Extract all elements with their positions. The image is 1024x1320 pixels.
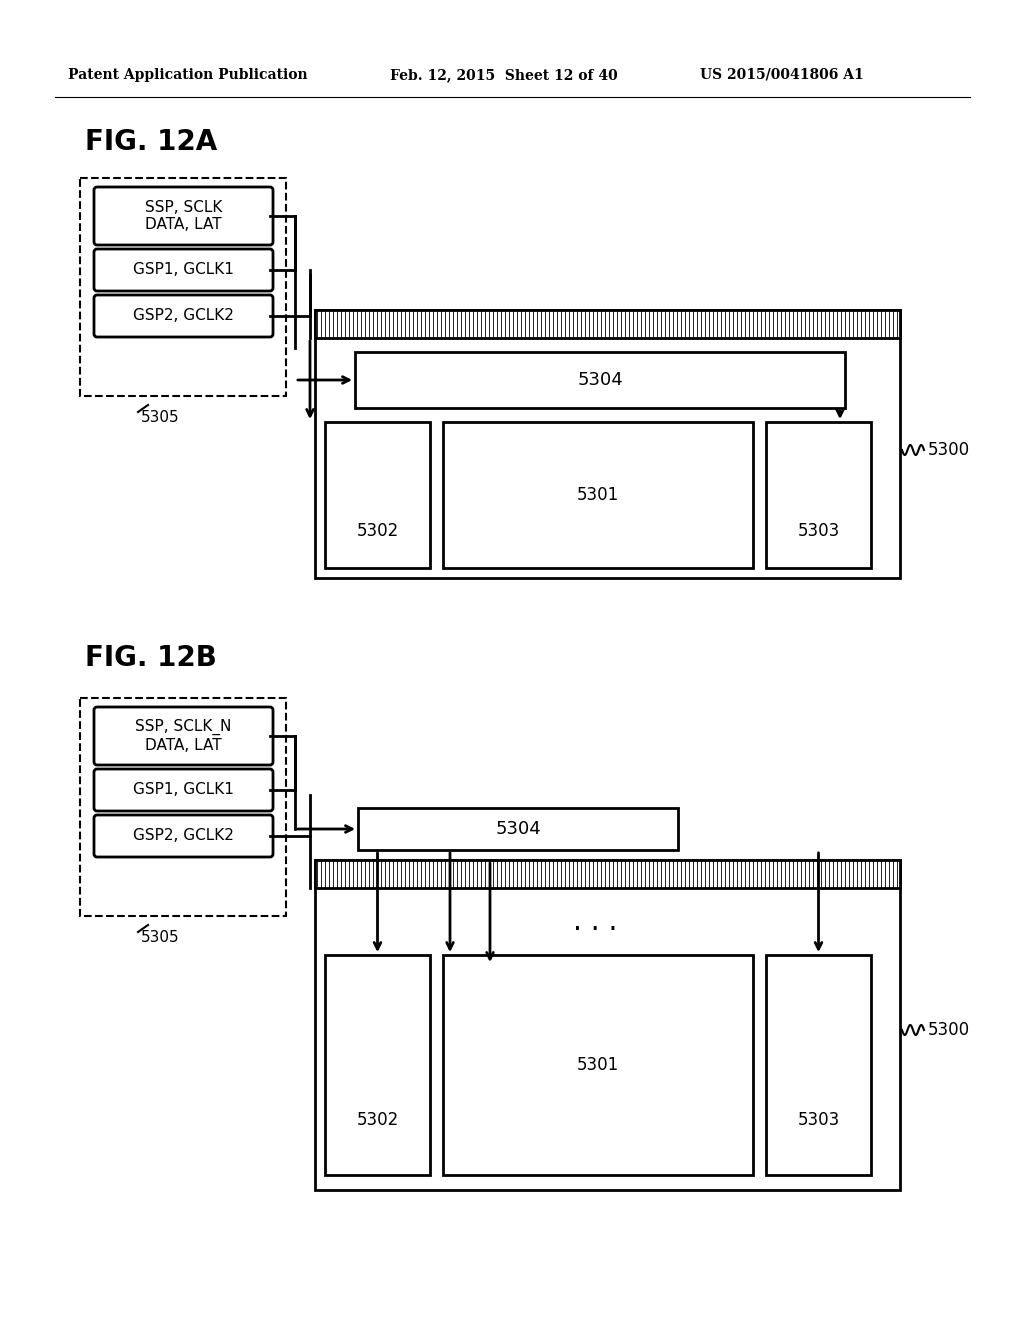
- FancyBboxPatch shape: [94, 187, 273, 246]
- Text: 5300: 5300: [928, 441, 970, 459]
- Text: US 2015/0041806 A1: US 2015/0041806 A1: [700, 69, 864, 82]
- Text: 5303: 5303: [798, 1111, 840, 1129]
- Text: FIG. 12B: FIG. 12B: [85, 644, 217, 672]
- Bar: [355, 352, 845, 408]
- Bar: [315, 861, 900, 1191]
- Text: · · ·: · · ·: [572, 916, 617, 944]
- Text: 5305: 5305: [140, 411, 179, 425]
- Bar: [80, 178, 286, 396]
- Text: 5301: 5301: [577, 1056, 620, 1074]
- FancyBboxPatch shape: [94, 770, 273, 810]
- Bar: [766, 422, 871, 568]
- Bar: [325, 422, 430, 568]
- Text: 5301: 5301: [577, 486, 620, 504]
- Text: FIG. 12A: FIG. 12A: [85, 128, 217, 156]
- Text: Feb. 12, 2015  Sheet 12 of 40: Feb. 12, 2015 Sheet 12 of 40: [390, 69, 617, 82]
- Bar: [443, 954, 753, 1175]
- Text: GSP2, GCLK2: GSP2, GCLK2: [133, 829, 233, 843]
- Bar: [315, 861, 900, 888]
- Text: SSP, SCLK_N
DATA, LAT: SSP, SCLK_N DATA, LAT: [135, 719, 231, 752]
- Text: 5302: 5302: [356, 1111, 398, 1129]
- Text: 5304: 5304: [578, 371, 623, 389]
- Text: GSP1, GCLK1: GSP1, GCLK1: [133, 783, 233, 797]
- Text: 5303: 5303: [798, 523, 840, 540]
- FancyBboxPatch shape: [94, 294, 273, 337]
- Bar: [325, 954, 430, 1175]
- Text: 5300: 5300: [928, 1020, 970, 1039]
- Text: GSP2, GCLK2: GSP2, GCLK2: [133, 309, 233, 323]
- Text: GSP1, GCLK1: GSP1, GCLK1: [133, 263, 233, 277]
- Bar: [80, 698, 286, 916]
- Bar: [443, 422, 753, 568]
- Text: Patent Application Publication: Patent Application Publication: [68, 69, 307, 82]
- Bar: [315, 310, 900, 578]
- Bar: [766, 954, 871, 1175]
- FancyBboxPatch shape: [94, 249, 273, 290]
- Text: 5305: 5305: [140, 931, 179, 945]
- Bar: [358, 808, 678, 850]
- Text: SSP, SCLK
DATA, LAT: SSP, SCLK DATA, LAT: [144, 199, 222, 232]
- Bar: [315, 310, 900, 338]
- Text: 5302: 5302: [356, 523, 398, 540]
- FancyBboxPatch shape: [94, 814, 273, 857]
- FancyBboxPatch shape: [94, 708, 273, 766]
- Text: 5304: 5304: [496, 820, 541, 838]
